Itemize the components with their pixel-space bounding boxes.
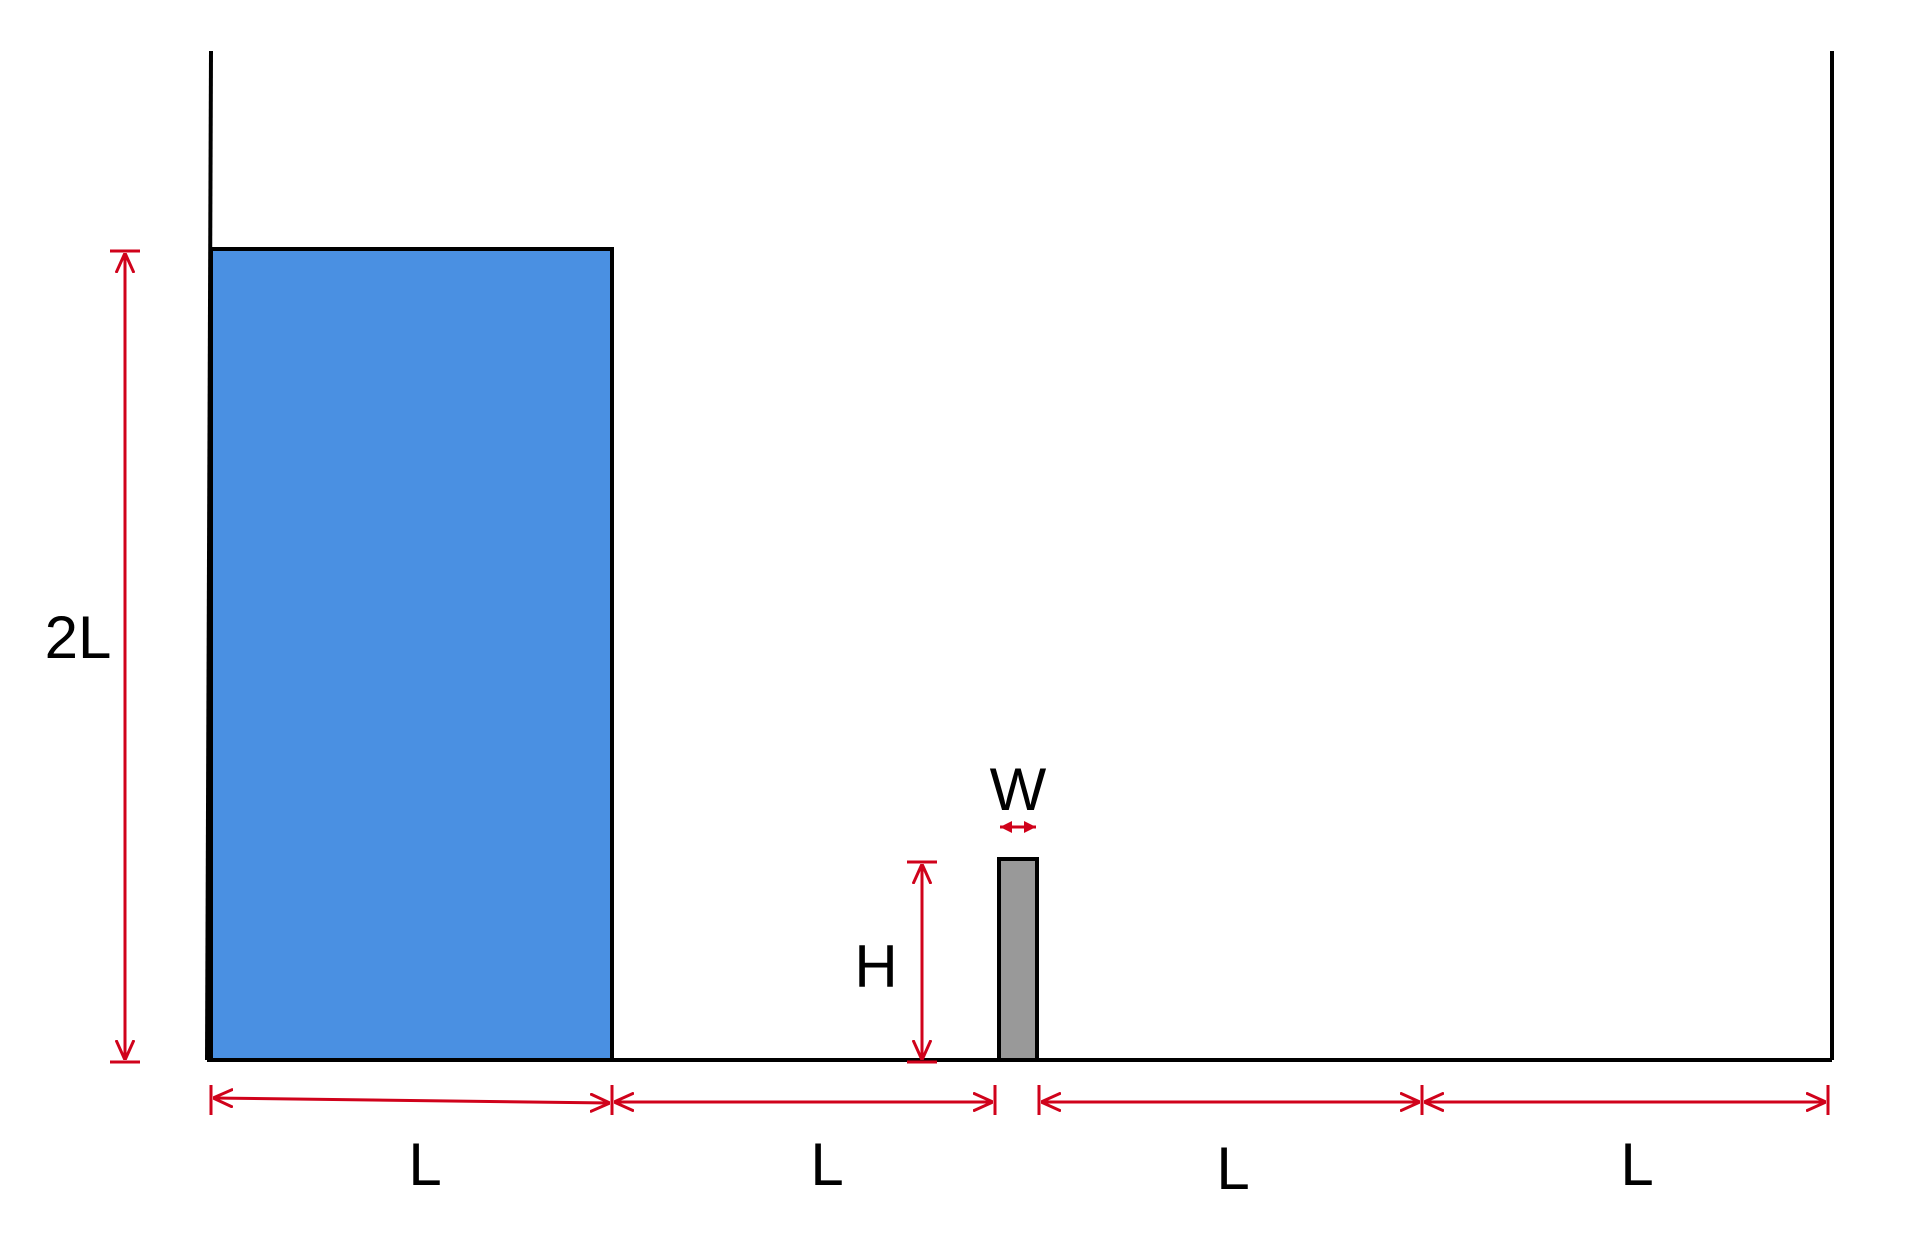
height-dim-label: 2L [45, 604, 112, 671]
obstacle-height-label: H [854, 933, 897, 1000]
obstacle [997, 857, 1039, 1062]
column-width-label: L [408, 1131, 441, 1198]
gap-to-obstacle-label: L [810, 1131, 843, 1198]
water-column [209, 247, 614, 1062]
downstream-1-label: L [1216, 1135, 1249, 1202]
column-width-arrow [213, 1098, 610, 1103]
obstacle-width-label: W [990, 756, 1047, 823]
downstream-2-label: L [1620, 1131, 1653, 1198]
